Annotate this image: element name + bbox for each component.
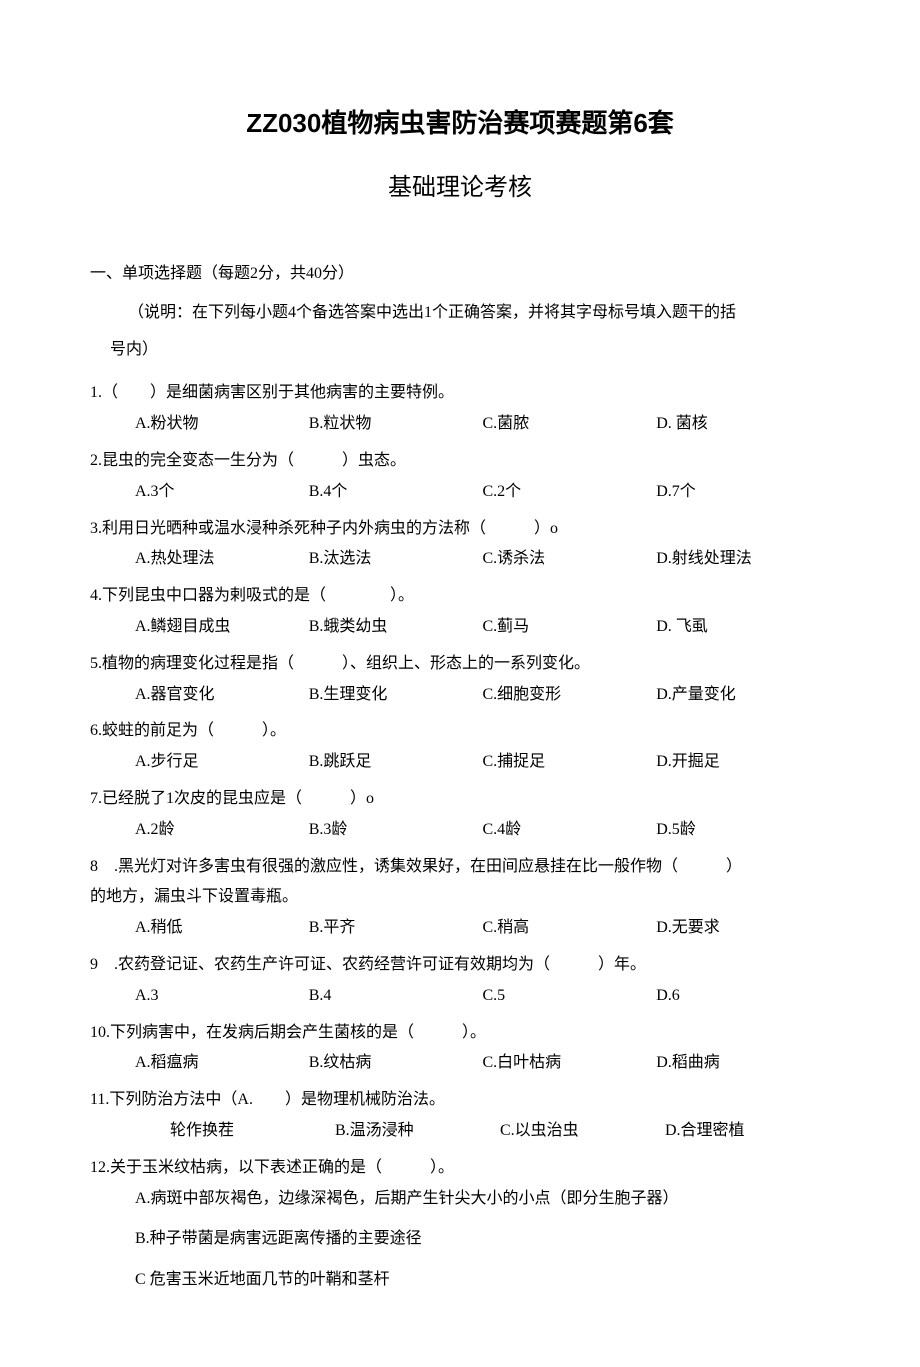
question-12: 12.关于玉米纹枯病，以下表述正确的是（ ）。 A.病斑中部灰褐色，边缘深褐色，…	[90, 1154, 830, 1295]
option-c: C.2个	[483, 478, 657, 507]
question-1: 1.（ ）是细菌病害区别于其他病害的主要特例。 A.粉状物 B.粒状物 C.菌脓…	[90, 379, 830, 439]
question-text: 12.关于玉米纹枯病，以下表述正确的是（ ）。	[90, 1154, 830, 1183]
option-b: B.温汤浸种	[335, 1117, 500, 1146]
question-options: 轮作换茬 B.温汤浸种 C.以虫治虫 D.合理密植	[170, 1117, 830, 1146]
question-text: 11.下列防治方法中（A. ）是物理机械防治法。	[90, 1086, 830, 1115]
question-2: 2.昆虫的完全变态一生分为（ ）虫态。 A.3个 B.4个 C.2个 D.7个	[90, 447, 830, 507]
document-title: ZZ030植物病虫害防治赛项赛题第6套	[90, 100, 830, 147]
option-a: A.病斑中部灰褐色，边缘深褐色，后期产生针尖大小的小点（即分生胞子器）	[135, 1185, 830, 1214]
option-b: B.跳跃足	[309, 748, 483, 777]
option-c: C.白叶枯病	[483, 1049, 657, 1078]
option-d: D.射线处理法	[656, 545, 830, 574]
question-options: A.3个 B.4个 C.2个 D.7个	[135, 478, 830, 507]
option-a: A.3个	[135, 478, 309, 507]
question-text-2: 的地方，漏虫斗下设置毒瓶。	[90, 883, 830, 912]
option-b: B.4个	[309, 478, 483, 507]
option-b: B.生理变化	[309, 681, 483, 710]
question-text: 10.下列病害中，在发病后期会产生菌核的是（ ）。	[90, 1019, 830, 1048]
question-options: A.器官变化 B.生理变化 C.细胞变形 D.产量变化	[135, 681, 830, 710]
option-b: B.3龄	[309, 816, 483, 845]
option-d: D.7个	[656, 478, 830, 507]
question-8: 8 .黑光灯对许多害虫有很强的激应性，诱集效果好，在田间应悬挂在比一般作物（ ）…	[90, 853, 830, 943]
option-d: D.合理密植	[665, 1117, 830, 1146]
question-options: A.稍低 B.平齐 C.稍高 D.无要求	[135, 914, 830, 943]
option-c: C.菌脓	[483, 410, 657, 439]
option-c: C.蓟马	[483, 613, 657, 642]
question-text: 3.利用日光晒种或温水浸种杀死种子内外病虫的方法称（ ）o	[90, 515, 830, 544]
question-text: 8 .黑光灯对许多害虫有很强的激应性，诱集效果好，在田间应悬挂在比一般作物（ ）	[90, 853, 830, 882]
question-text: 9 .农药登记证、农药生产许可证、农药经营许可证有效期均为（ ）年。	[90, 951, 830, 980]
option-d: D.开掘足	[656, 748, 830, 777]
document-subtitle: 基础理论考核	[90, 167, 830, 210]
question-6: 6.蛟蛀的前足为（ ）。 A.步行足 B.跳跃足 C.捕捉足 D.开掘足	[90, 717, 830, 777]
question-text: 4.下列昆虫中口器为剌吸式的是（ ）。	[90, 582, 830, 611]
question-4: 4.下列昆虫中口器为剌吸式的是（ ）。 A.鳞翅目成虫 B.蛾类幼虫 C.蓟马 …	[90, 582, 830, 642]
option-d: D.产量变化	[656, 681, 830, 710]
question-options: A.2龄 B.3龄 C.4龄 D.5龄	[135, 816, 830, 845]
option-b: B.纹枯病	[309, 1049, 483, 1078]
option-c: C.诱杀法	[483, 545, 657, 574]
option-b: B.汰选法	[309, 545, 483, 574]
option-d: D.无要求	[656, 914, 830, 943]
option-a: A.粉状物	[135, 410, 309, 439]
option-c: C.5	[483, 982, 657, 1011]
question-options: A.鳞翅目成虫 B.蛾类幼虫 C.蓟马 D. 飞虱	[135, 613, 830, 642]
instruction-cont: 号内）	[110, 336, 830, 365]
question-9: 9 .农药登记证、农药生产许可证、农药经营许可证有效期均为（ ）年。 A.3 B…	[90, 951, 830, 1011]
question-options: A.热处理法 B.汰选法 C.诱杀法 D.射线处理法	[135, 545, 830, 574]
option-a: 轮作换茬	[170, 1117, 335, 1146]
option-a: A.热处理法	[135, 545, 309, 574]
question-5: 5.植物的病理变化过程是指（ ）、组织上、形态上的一系列变化。 A.器官变化 B…	[90, 650, 830, 710]
option-d: D.6	[656, 982, 830, 1011]
question-11: 11.下列防治方法中（A. ）是物理机械防治法。 轮作换茬 B.温汤浸种 C.以…	[90, 1086, 830, 1146]
option-b: B.粒状物	[309, 410, 483, 439]
question-options: A.粉状物 B.粒状物 C.菌脓 D. 菌核	[135, 410, 830, 439]
question-text: 6.蛟蛀的前足为（ ）。	[90, 717, 830, 746]
option-c: C.捕捉足	[483, 748, 657, 777]
option-b: B.种子带菌是病害远距离传播的主要途径	[135, 1225, 830, 1254]
question-text: 1.（ ）是细菌病害区别于其他病害的主要特例。	[90, 379, 830, 408]
option-b: B.蛾类幼虫	[309, 613, 483, 642]
option-c: C.4龄	[483, 816, 657, 845]
question-options: A.3 B.4 C.5 D.6	[135, 982, 830, 1011]
option-c: C.稍高	[483, 914, 657, 943]
option-d: D. 飞虱	[656, 613, 830, 642]
option-d: D.5龄	[656, 816, 830, 845]
instruction-text: （说明：在下列每小题4个备选答案中选出1个正确答案，并将其字母标号填入题干的括	[128, 299, 830, 328]
question-text: 7.已经脱了1次皮的昆虫应是（ ）o	[90, 785, 830, 814]
option-a: A.2龄	[135, 816, 309, 845]
question-options: A.稻瘟病 B.纹枯病 C.白叶枯病 D.稻曲病	[135, 1049, 830, 1078]
option-b: B.4	[309, 982, 483, 1011]
question-10: 10.下列病害中，在发病后期会产生菌核的是（ ）。 A.稻瘟病 B.纹枯病 C.…	[90, 1019, 830, 1079]
option-c: C 危害玉米近地面几节的叶鞘和茎杆	[135, 1266, 830, 1295]
option-c: C.细胞变形	[483, 681, 657, 710]
question-3: 3.利用日光晒种或温水浸种杀死种子内外病虫的方法称（ ）o A.热处理法 B.汰…	[90, 515, 830, 575]
question-text: 2.昆虫的完全变态一生分为（ ）虫态。	[90, 447, 830, 476]
option-d: D.稻曲病	[656, 1049, 830, 1078]
option-a: A.稻瘟病	[135, 1049, 309, 1078]
option-d: D. 菌核	[656, 410, 830, 439]
section-header: 一、单项选择题（每题2分，共40分）	[90, 260, 830, 289]
question-text: 5.植物的病理变化过程是指（ ）、组织上、形态上的一系列变化。	[90, 650, 830, 679]
option-c: C.以虫治虫	[500, 1117, 665, 1146]
option-b: B.平齐	[309, 914, 483, 943]
option-a: A.器官变化	[135, 681, 309, 710]
question-options: A.步行足 B.跳跃足 C.捕捉足 D.开掘足	[135, 748, 830, 777]
question-options: A.病斑中部灰褐色，边缘深褐色，后期产生针尖大小的小点（即分生胞子器） B.种子…	[135, 1185, 830, 1295]
option-a: A.鳞翅目成虫	[135, 613, 309, 642]
option-a: A.步行足	[135, 748, 309, 777]
question-7: 7.已经脱了1次皮的昆虫应是（ ）o A.2龄 B.3龄 C.4龄 D.5龄	[90, 785, 830, 845]
option-a: A.稍低	[135, 914, 309, 943]
option-a: A.3	[135, 982, 309, 1011]
